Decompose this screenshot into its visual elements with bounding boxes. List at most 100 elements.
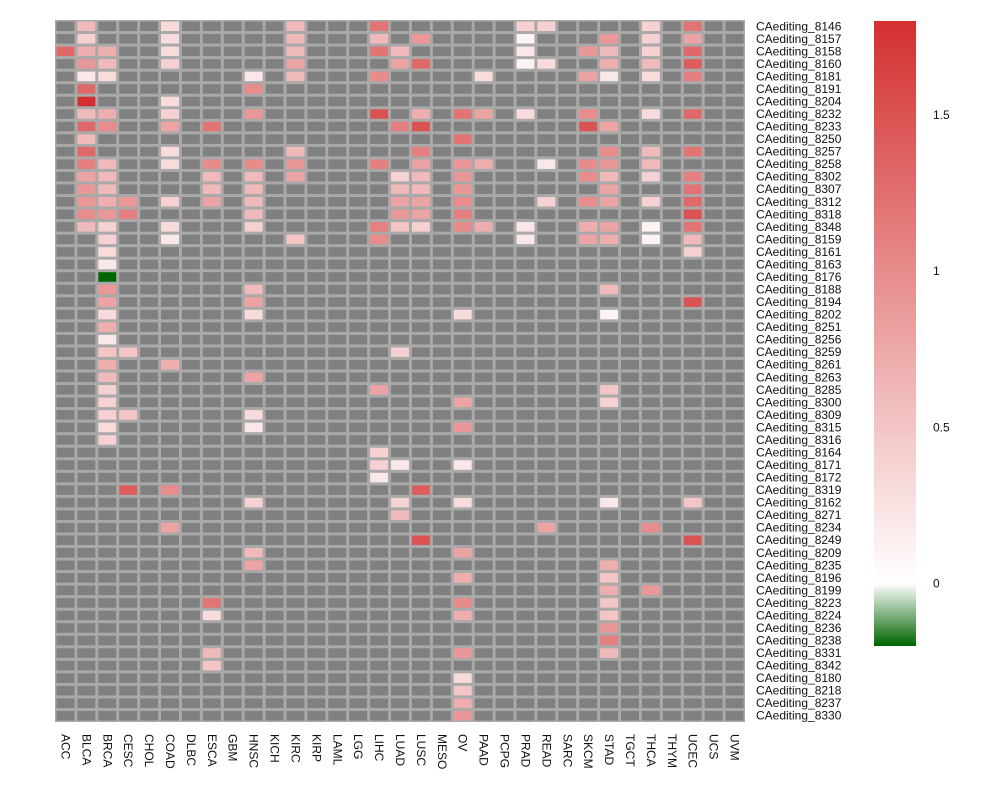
heatmap-cell-CAediting_8176-OV xyxy=(453,272,472,282)
heatmap-cell-CAediting_8348-ACC xyxy=(56,222,75,232)
heatmap-cell-CAediting_8160-MESO xyxy=(432,59,451,69)
heatmap-cell-CAediting_8250-LAML xyxy=(328,134,347,144)
heatmap-cell-CAediting_8224-ESCA xyxy=(202,610,221,621)
heatmap-cell-CAediting_8330-LAML xyxy=(328,710,347,721)
heatmap-cell-CAediting_8258-READ xyxy=(537,159,556,169)
heatmap-cell-CAediting_8315-PRAD xyxy=(516,422,535,433)
heatmap-cell-CAediting_8159-BRCA xyxy=(98,234,117,245)
heatmap-cell-CAediting_8330-ESCA xyxy=(202,710,221,721)
heatmap-cell-CAediting_8331-GBM xyxy=(223,648,242,658)
heatmap-cell-CAediting_8251-UCS xyxy=(704,322,723,332)
heatmap-cell-CAediting_8263-TGCT xyxy=(621,372,639,383)
heatmap-cell-CAediting_8146-THYM xyxy=(662,21,681,32)
heatmap-cell-CAediting_8331-LAML xyxy=(328,648,347,658)
heatmap-cell-CAediting_8319-BLCA xyxy=(77,485,96,495)
heatmap-cell-CAediting_8258-MESO xyxy=(432,159,451,169)
heatmap-cell-CAediting_8232-LGG xyxy=(349,109,368,119)
heatmap-cell-CAediting_8256-UVM xyxy=(725,334,744,345)
heatmap-cell-CAediting_8285-LIHC xyxy=(370,385,389,395)
heatmap-cell-CAediting_8302-LUAD xyxy=(391,171,409,182)
heatmap-cell-CAediting_8237-LAML xyxy=(328,698,347,708)
heatmap-cell-CAediting_8209-PRAD xyxy=(516,548,535,558)
heatmap-cell-CAediting_8204-KICH xyxy=(265,96,284,107)
heatmap-cell-CAediting_8176-TGCT xyxy=(621,272,639,282)
heatmap-cell-CAediting_8159-UCEC xyxy=(683,234,702,245)
heatmap-cell-CAediting_8312-LGG xyxy=(349,197,368,207)
heatmap-cell-CAediting_8342-GBM xyxy=(223,660,242,671)
heatmap-cell-CAediting_8204-KIRP xyxy=(307,96,326,107)
heatmap-cell-CAediting_8176-COAD xyxy=(161,272,179,282)
heatmap-cell-CAediting_8161-SARC xyxy=(558,247,577,257)
heatmap-cell-CAediting_8223-PRAD xyxy=(516,598,535,608)
heatmap-cell-CAediting_8250-TGCT xyxy=(621,134,639,144)
heatmap-cell-CAediting_8209-OV xyxy=(453,548,472,558)
heatmap-cell-CAediting_8318-LGG xyxy=(349,209,368,220)
heatmap-cell-CAediting_8171-CESC xyxy=(119,460,138,470)
heatmap-cell-CAediting_8342-TGCT xyxy=(621,660,639,671)
heatmap-cell-CAediting_8234-HNSC xyxy=(244,522,263,533)
heatmap-cell-CAediting_8249-KICH xyxy=(265,535,284,545)
row-label: CAediting_8224 xyxy=(756,608,842,622)
heatmap-cell-CAediting_8176-LIHC xyxy=(370,272,389,282)
heatmap-cell-CAediting_8258-KICH xyxy=(265,159,284,169)
heatmap-cell-CAediting_8199-SKCM xyxy=(579,585,598,596)
heatmap-cell-CAediting_8236-ACC xyxy=(56,623,75,633)
heatmap-cell-CAediting_8312-CESC xyxy=(119,197,138,207)
heatmap-cell-CAediting_8233-TGCT xyxy=(621,121,639,132)
heatmap-cell-CAediting_8235-ESCA xyxy=(202,560,221,571)
heatmap-cell-CAediting_8181-TGCT xyxy=(621,71,639,82)
heatmap-cell-CAediting_8171-LGG xyxy=(349,460,368,470)
heatmap-cell-CAediting_8331-UCEC xyxy=(683,648,702,658)
heatmap-cell-CAediting_8191-THCA xyxy=(641,84,660,94)
heatmap-cell-CAediting_8204-UCS xyxy=(704,96,723,107)
heatmap-cell-CAediting_8181-KIRP xyxy=(307,71,326,82)
heatmap-cell-CAediting_8232-CESC xyxy=(119,109,138,119)
heatmap-cell-CAediting_8180-STAD xyxy=(600,673,619,683)
heatmap-cell-CAediting_8191-DLBC xyxy=(181,84,200,94)
heatmap-cell-CAediting_8164-ESCA xyxy=(202,447,221,458)
heatmap-cell-CAediting_8196-MESO xyxy=(432,573,451,583)
heatmap-cell-CAediting_8218-COAD xyxy=(161,685,179,696)
heatmap-cell-CAediting_8233-KIRP xyxy=(307,121,326,132)
heatmap-cell-CAediting_8263-UCS xyxy=(704,372,723,383)
heatmap-cell-CAediting_8271-HNSC xyxy=(244,510,263,520)
heatmap-cell-CAediting_8319-DLBC xyxy=(181,485,200,495)
heatmap-cell-CAediting_8223-CESC xyxy=(119,598,138,608)
heatmap-cell-CAediting_8302-MESO xyxy=(432,171,451,182)
heatmap-cell-CAediting_8238-TGCT xyxy=(621,635,639,646)
heatmap-cell-CAediting_8196-ESCA xyxy=(202,573,221,583)
heatmap-cell-CAediting_8319-LUSC xyxy=(411,485,430,495)
heatmap-cell-CAediting_8259-UCEC xyxy=(683,347,702,357)
heatmap-cell-CAediting_8232-SARC xyxy=(558,109,577,119)
heatmap-cell-CAediting_8315-UVM xyxy=(725,422,744,433)
heatmap-cell-CAediting_8176-THCA xyxy=(641,272,660,282)
heatmap-cell-CAediting_8319-UCS xyxy=(704,485,723,495)
heatmap-cell-CAediting_8237-OV xyxy=(453,698,472,708)
heatmap-cell-CAediting_8161-PCPG xyxy=(495,247,514,257)
heatmap-cell-CAediting_8163-KIRP xyxy=(307,259,326,270)
heatmap-cell-CAediting_8302-SARC xyxy=(558,171,577,182)
heatmap-cell-CAediting_8342-HNSC xyxy=(244,660,263,671)
heatmap-cell-CAediting_8315-SARC xyxy=(558,422,577,433)
heatmap-cell-CAediting_8218-DLBC xyxy=(181,685,200,696)
heatmap-cell-CAediting_8316-LIHC xyxy=(370,435,389,445)
heatmap-cell-CAediting_8235-BRCA xyxy=(98,560,117,571)
heatmap-cell-CAediting_8234-SARC xyxy=(558,522,577,533)
heatmap-cell-CAediting_8180-LUAD xyxy=(391,673,409,683)
heatmap-cell-CAediting_8223-GBM xyxy=(223,598,242,608)
heatmap-cell-CAediting_8164-COAD xyxy=(161,447,179,458)
heatmap-cell-CAediting_8158-UVM xyxy=(725,46,744,57)
heatmap-cell-CAediting_8348-LUSC xyxy=(411,222,430,232)
heatmap-cell-CAediting_8259-THYM xyxy=(662,347,681,357)
heatmap-cell-CAediting_8263-KICH xyxy=(265,372,284,383)
heatmap-cell-CAediting_8199-ACC xyxy=(56,585,75,596)
heatmap-cell-CAediting_8194-GBM xyxy=(223,297,242,307)
heatmap-cell-CAediting_8204-PCPG xyxy=(495,96,514,107)
row-labels: CAediting_8146CAediting_8157CAediting_81… xyxy=(756,19,842,722)
heatmap-cell-CAediting_8258-THYM xyxy=(662,159,681,169)
heatmap-cell-CAediting_8146-DLBC xyxy=(181,21,200,32)
heatmap-cell-CAediting_8261-HNSC xyxy=(244,359,263,370)
heatmap-cell-CAediting_8316-OV xyxy=(453,435,472,445)
heatmap-cell-CAediting_8162-ACC xyxy=(56,497,75,508)
heatmap-cell-CAediting_8300-PRAD xyxy=(516,397,535,408)
